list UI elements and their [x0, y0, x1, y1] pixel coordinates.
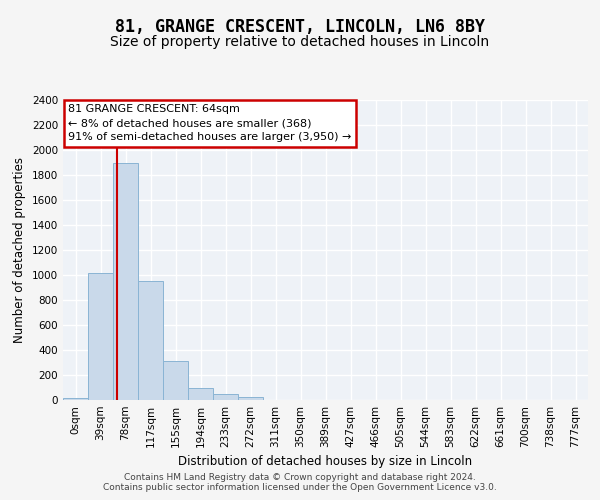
Y-axis label: Number of detached properties: Number of detached properties [13, 157, 26, 343]
Bar [213, 394, 238, 400]
Bar [238, 397, 263, 400]
Text: Size of property relative to detached houses in Lincoln: Size of property relative to detached ho… [110, 35, 490, 49]
Text: Contains HM Land Registry data © Crown copyright and database right 2024.
Contai: Contains HM Land Registry data © Crown c… [103, 473, 497, 492]
Bar [88, 272, 113, 400]
Bar [163, 361, 188, 400]
Bar [138, 281, 163, 400]
X-axis label: Distribution of detached houses by size in Lincoln: Distribution of detached houses by size … [178, 456, 473, 468]
Bar [63, 398, 88, 400]
Text: 81 GRANGE CRESCENT: 64sqm
← 8% of detached houses are smaller (368)
91% of semi-: 81 GRANGE CRESCENT: 64sqm ← 8% of detach… [68, 104, 352, 142]
Bar [113, 162, 138, 400]
Bar [188, 388, 213, 400]
Text: 81, GRANGE CRESCENT, LINCOLN, LN6 8BY: 81, GRANGE CRESCENT, LINCOLN, LN6 8BY [115, 18, 485, 36]
